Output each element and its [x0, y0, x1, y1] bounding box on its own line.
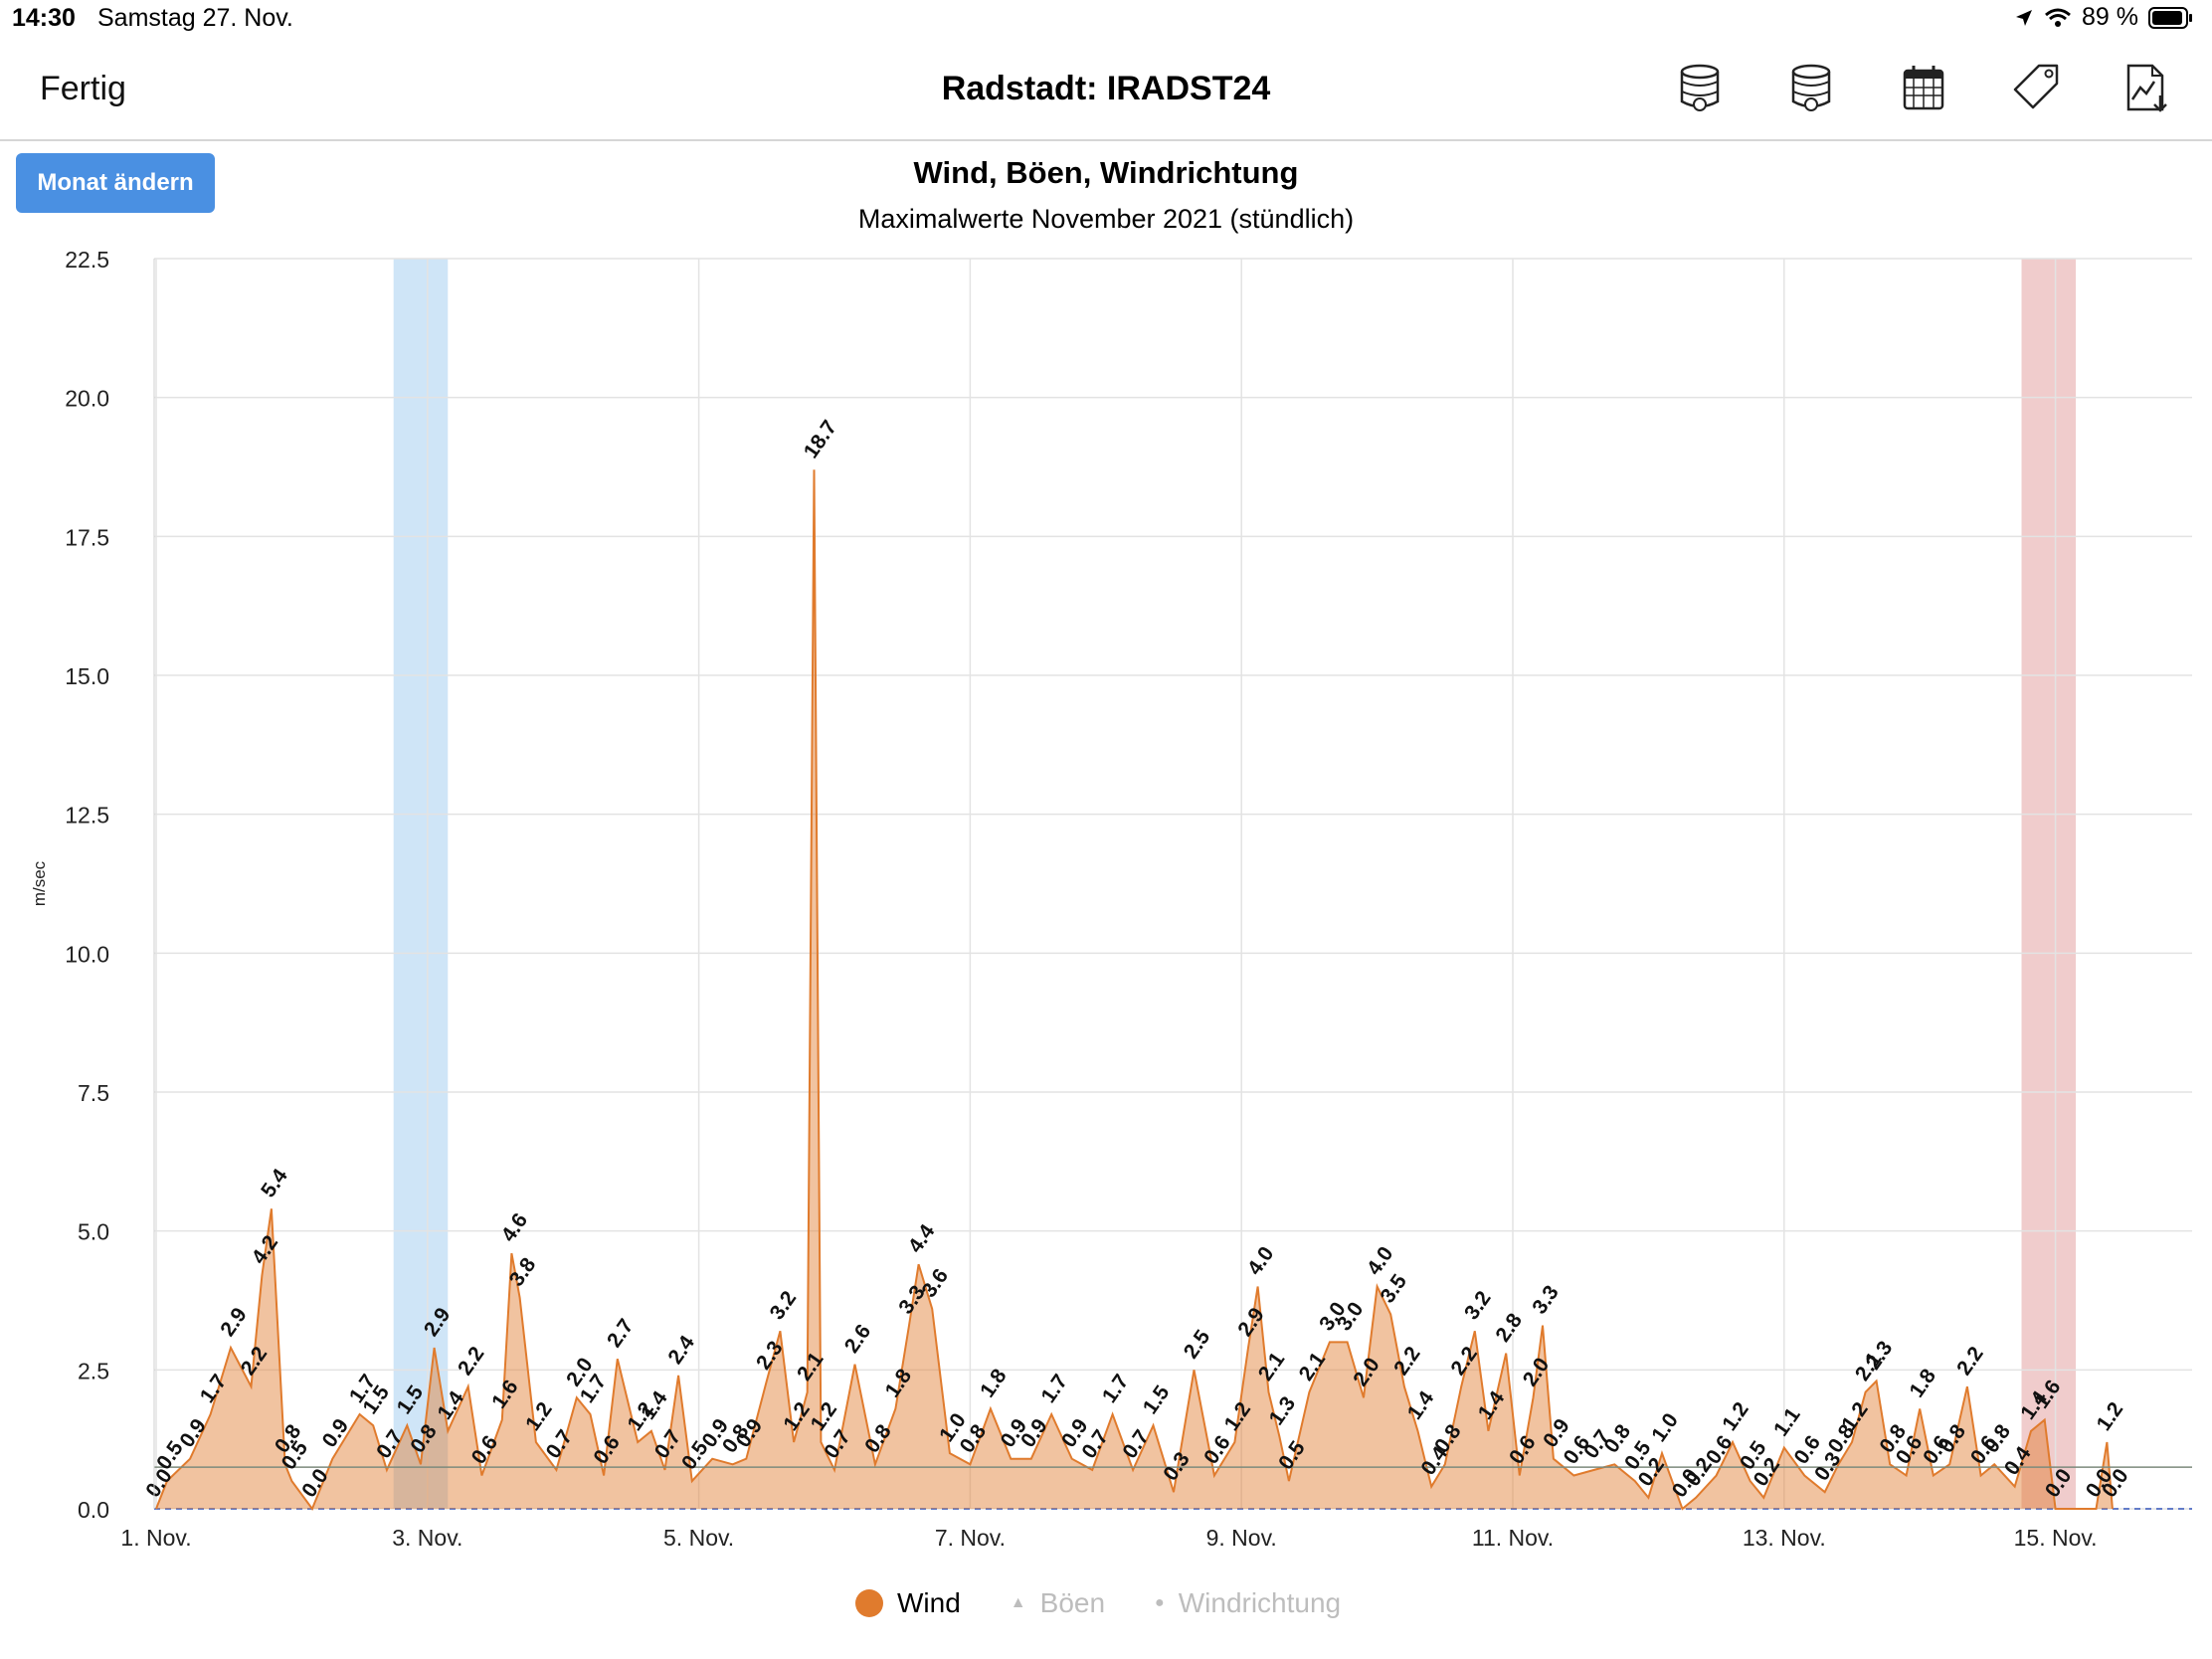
x-tick-label: 11. Nov. [1472, 1525, 1554, 1551]
wind-line [155, 469, 2114, 1512]
calendar-icon[interactable] [1900, 62, 1949, 115]
data-label: 4.4 [904, 1220, 940, 1257]
y-tick-label: 7.5 [78, 1080, 109, 1106]
battery-percent: 89 % [2082, 3, 2138, 31]
status-bar: 14:30 Samstag 27. Nov. 89 % [0, 0, 2212, 40]
change-month-button[interactable]: Monat ändern [16, 153, 215, 213]
database-1-icon[interactable] [1677, 62, 1727, 115]
data-label: 3.2 [766, 1287, 802, 1324]
x-tick-label: 9. Nov. [1206, 1525, 1277, 1551]
data-label: 1.5 [1139, 1382, 1175, 1418]
data-label: 2.6 [840, 1321, 876, 1358]
data-label: 2.2 [1952, 1343, 1988, 1380]
data-label: 1.1 [1769, 1403, 1805, 1440]
location-icon [2016, 9, 2033, 26]
chart-export-icon[interactable] [2122, 62, 2172, 115]
wifi-icon [2045, 8, 2071, 27]
y-axis-label: m/sec [30, 860, 49, 906]
battery-icon [2148, 6, 2192, 29]
data-label: 5.4 [257, 1165, 292, 1201]
y-tick-label: 10.0 [65, 941, 109, 967]
chart-subtitle: Maximalwerte November 2021 (stündlich) [857, 204, 1355, 234]
data-label: 3.2 [1460, 1287, 1496, 1324]
data-label: 18.7 [800, 416, 841, 462]
y-tick-label: 22.5 [65, 247, 109, 273]
data-label: 2.1 [793, 1348, 829, 1384]
x-tick-label: 3. Nov. [392, 1525, 462, 1551]
legend-item-wind[interactable]: Wind [855, 1587, 961, 1619]
y-tick-label: 5.0 [78, 1219, 109, 1245]
legend-marker-wind [855, 1589, 883, 1617]
data-label: 1.2 [1718, 1398, 1753, 1435]
chart-title: Wind, Böen, Windrichtung [913, 155, 1299, 190]
legend-item-gusts[interactable]: ▲ Böen [1011, 1587, 1105, 1619]
data-label: 1.2 [2093, 1398, 2128, 1435]
x-tick-label: 5. Nov. [663, 1525, 734, 1551]
wind-area [156, 469, 2113, 1509]
data-label: 2.9 [216, 1304, 252, 1341]
toolbar-icons [1677, 62, 2172, 115]
highlight-band [2021, 259, 2077, 1509]
wind-chart[interactable]: 0.0 2.5 5.0 7.5 10.0 12.5 15.0 17.5 20.0 22.5 1. N… [0, 239, 2212, 1571]
data-label: 1.7 [1098, 1371, 1134, 1407]
y-tick-label: 2.5 [78, 1358, 109, 1383]
data-label: 4.2 [248, 1231, 283, 1268]
chart-legend: Wind ▲ Böen ● Windrichtung [855, 1587, 1341, 1619]
highlight-band [393, 259, 449, 1509]
legend-item-direction[interactable]: ● Windrichtung [1155, 1587, 1341, 1619]
y-tick-label: 0.0 [78, 1497, 109, 1523]
data-label: 2.2 [454, 1343, 489, 1380]
y-tick-label: 12.5 [65, 803, 109, 829]
y-tick-label: 20.0 [65, 386, 109, 412]
legend-marker-gusts: ▲ [1010, 1594, 1026, 1611]
data-label: 4.6 [497, 1209, 533, 1246]
done-button[interactable]: Fertig [40, 70, 126, 107]
data-label: 1.7 [1036, 1371, 1072, 1407]
x-tick-label: 1. Nov. [120, 1525, 191, 1551]
x-tick-label: 13. Nov. [1743, 1525, 1826, 1551]
y-tick-label: 17.5 [65, 524, 109, 550]
x-tick-label: 15. Nov. [2014, 1525, 2098, 1551]
data-label: 3.3 [1528, 1281, 1564, 1318]
data-label: 2.7 [603, 1315, 639, 1352]
status-date: Samstag 27. Nov. [97, 4, 293, 32]
data-label: 4.0 [1243, 1242, 1279, 1279]
data-label: 2.5 [1180, 1326, 1215, 1363]
status-time: 14:30 [12, 4, 76, 32]
legend-label-gusts: Böen [1039, 1587, 1106, 1618]
data-label: 2.0 [1519, 1354, 1555, 1390]
legend-label-wind: Wind [897, 1587, 961, 1618]
navigation-bar: Fertig Radstadt: IRADST24 [0, 40, 2212, 141]
status-right: 89 % [2014, 3, 2194, 32]
x-tick-label: 7. Nov. [935, 1525, 1006, 1551]
data-label: 1.0 [1647, 1409, 1683, 1446]
tag-icon[interactable] [2011, 62, 2061, 115]
y-tick-label: 15.0 [65, 663, 109, 689]
data-label: 2.4 [663, 1331, 699, 1368]
data-label: 2.8 [1491, 1309, 1527, 1346]
legend-label-direction: Windrichtung [1178, 1587, 1342, 1618]
database-2-icon[interactable] [1788, 62, 1838, 115]
legend-marker-direction: ● [1155, 1594, 1165, 1611]
